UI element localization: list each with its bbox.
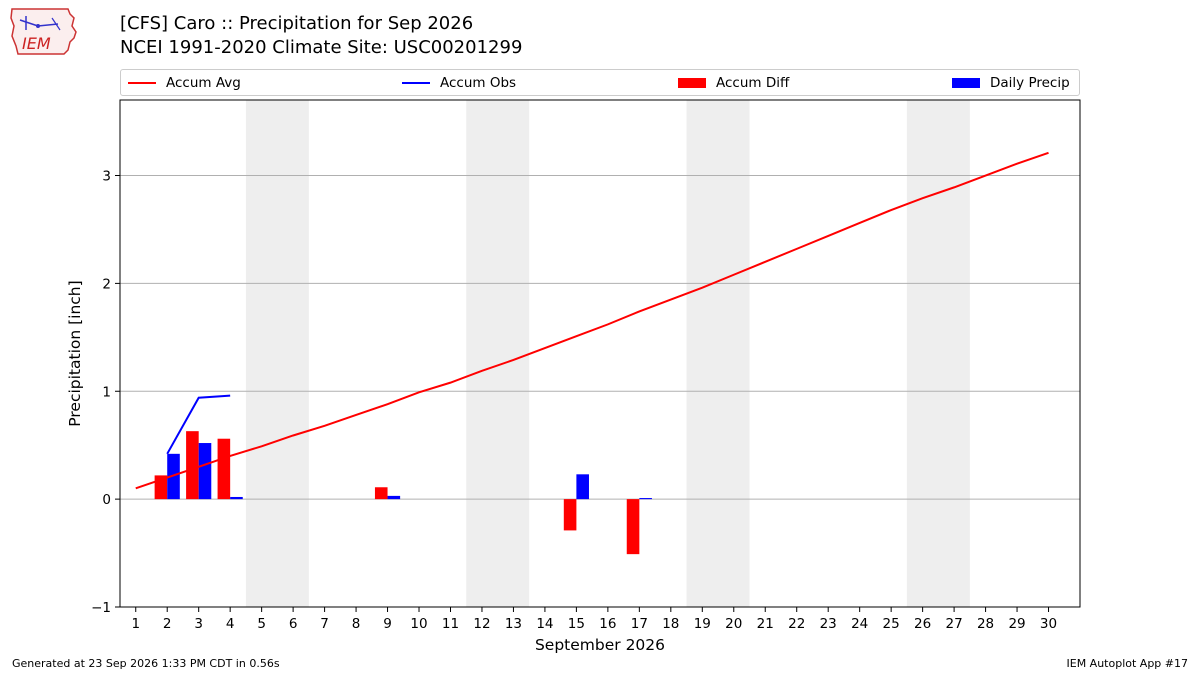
logo-text: IEM <box>22 34 51 53</box>
lines-layer <box>135 151 1049 490</box>
bar-accum-diff <box>186 431 199 500</box>
bar-daily-precip <box>639 498 652 500</box>
x-tick-label: 30 <box>1040 616 1057 632</box>
x-tick-label: 1 <box>131 616 140 632</box>
line-accum-avg <box>135 151 1049 490</box>
legend-label-accum-obs: Accum Obs <box>440 74 517 91</box>
legend-label-accum-avg: Accum Avg <box>166 74 241 91</box>
y-axis: −1 0 1 2 3 <box>91 169 120 616</box>
bar-daily-precip <box>387 495 401 500</box>
legend-swatch-daily-precip <box>952 77 980 88</box>
bar-daily-precip <box>576 474 589 500</box>
x-tick-label: 6 <box>289 616 298 632</box>
y-tick-label: 1 <box>102 384 111 400</box>
chart-title: [CFS] Caro :: Precipitation for Sep 2026… <box>120 12 522 60</box>
x-tick-label: 24 <box>851 616 868 632</box>
title-line-1: [CFS] Caro :: Precipitation for Sep 2026 <box>120 13 474 34</box>
legend-item-daily-precip: Daily Precip <box>952 70 1070 95</box>
x-tick-label: 10 <box>410 616 427 632</box>
weekend-bands <box>245 100 970 607</box>
y-tick-label: 2 <box>102 276 111 292</box>
bar-daily-precip <box>167 453 180 500</box>
legend-label-daily-precip: Daily Precip <box>990 74 1070 91</box>
legend-item-accum-avg: Accum Avg <box>128 70 241 95</box>
x-tick-label: 26 <box>914 616 931 632</box>
line-accum-obs <box>166 394 231 455</box>
y-axis-label: Precipitation [inch] <box>66 280 84 426</box>
x-tick-label: 4 <box>226 616 235 632</box>
legend-swatch-accum-diff <box>678 77 706 88</box>
legend-label-accum-diff: Accum Diff <box>716 74 790 91</box>
weekend-band <box>906 100 970 607</box>
x-tick-label: 23 <box>820 616 837 632</box>
x-tick-label: 3 <box>194 616 203 632</box>
x-tick-label: 17 <box>631 616 648 632</box>
footer-app: IEM Autoplot App #17 <box>1066 657 1189 670</box>
x-tick-label: 20 <box>725 616 742 632</box>
y-tick-label: 3 <box>102 169 111 185</box>
legend-swatch-accum-obs <box>402 81 430 84</box>
bar-daily-precip <box>230 496 243 500</box>
x-tick-label: 12 <box>473 616 490 632</box>
title-line-2: NCEI 1991-2020 Climate Site: USC00201299 <box>120 37 523 58</box>
x-tick-label: 18 <box>662 616 679 632</box>
x-tick-label: 19 <box>694 616 711 632</box>
x-axis-label: September 2026 <box>535 636 665 654</box>
x-tick-label: 11 <box>442 616 459 632</box>
x-tick-label: 21 <box>757 616 774 632</box>
iem-logo-icon: IEM <box>10 8 77 55</box>
iem-logo: IEM <box>8 6 80 58</box>
weekend-band <box>466 100 530 607</box>
legend-swatch-accum-avg <box>128 81 156 84</box>
x-tick-label: 16 <box>599 616 616 632</box>
x-tick-label: 14 <box>536 616 553 632</box>
x-tick-label: 5 <box>257 616 266 632</box>
weekend-band <box>686 100 750 607</box>
bar-daily-precip <box>198 443 212 500</box>
legend-item-accum-diff: Accum Diff <box>678 70 789 95</box>
bar-accum-diff <box>563 499 577 531</box>
legend-item-accum-obs: Accum Obs <box>402 70 516 95</box>
plot-frame <box>119 99 1081 608</box>
bars-layer <box>154 431 652 555</box>
bar-accum-diff <box>217 438 231 500</box>
x-tick-label: 13 <box>505 616 522 632</box>
y-tick-label: −1 <box>91 600 111 616</box>
x-tick-label: 27 <box>946 616 963 632</box>
x-tick-label: 7 <box>320 616 329 632</box>
legend: Accum Avg Accum Obs Accum Diff Daily Pre… <box>120 69 1080 96</box>
bar-accum-diff <box>626 499 640 555</box>
y-tick-label: 0 <box>102 492 111 508</box>
bar-accum-diff <box>374 487 388 500</box>
x-tick-label: 29 <box>1008 616 1025 632</box>
x-tick-label: 22 <box>788 616 805 632</box>
footer-generated: Generated at 23 Sep 2026 1:33 PM CDT in … <box>12 657 280 670</box>
x-tick-label: 15 <box>568 616 585 632</box>
x-axis: 1 2 3 4 5 6 7 8 9 10 11 12 13 14 15 16 17 18 19 20 21 22 23 24 2… <box>131 607 1057 632</box>
x-tick-label: 28 <box>977 616 994 632</box>
x-tick-label: 8 <box>352 616 361 632</box>
x-tick-label: 25 <box>883 616 900 632</box>
x-tick-label: 2 <box>163 616 172 632</box>
weekend-band <box>245 100 309 607</box>
x-tick-label: 9 <box>383 616 392 632</box>
